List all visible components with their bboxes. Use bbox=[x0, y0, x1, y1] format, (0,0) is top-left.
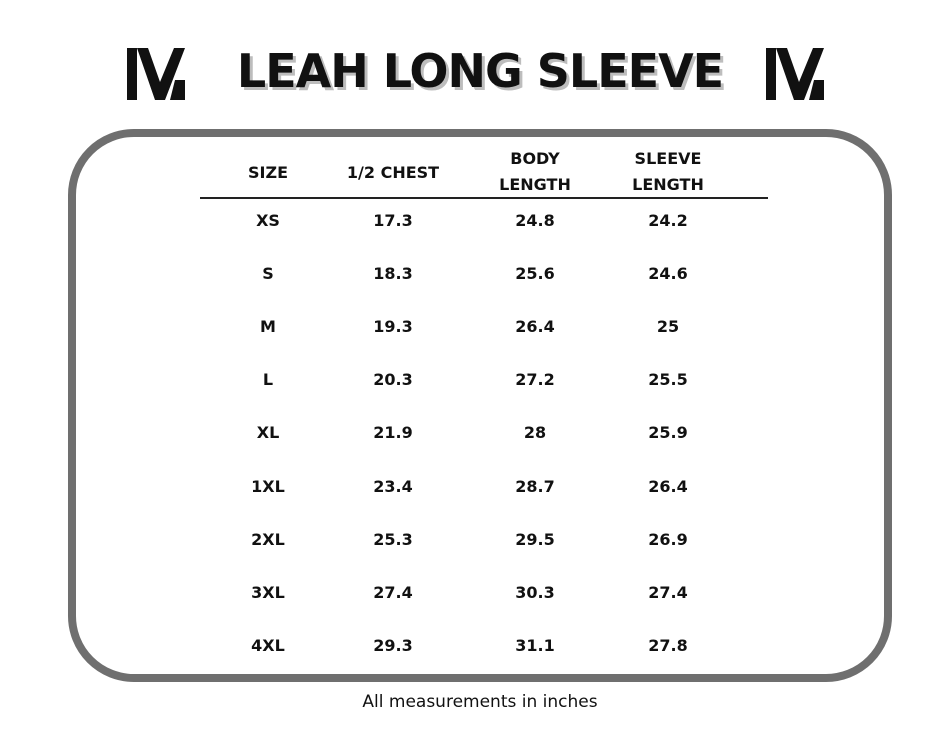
measure-cell: 29.3 bbox=[373, 635, 413, 655]
column-header: SLEEVE LENGTH bbox=[632, 149, 704, 194]
measure-cell: 25.3 bbox=[373, 529, 413, 549]
measure-cell: 17.3 bbox=[373, 211, 413, 230]
measure-cell: 28 bbox=[523, 423, 547, 443]
measure-cell: 21.9 bbox=[373, 423, 413, 443]
size-cell: 2XL bbox=[251, 529, 285, 549]
size-cell: 1XL bbox=[251, 476, 285, 496]
measure-cell: 27.2 bbox=[515, 370, 555, 390]
title: LEAH LONG SLEEVE bbox=[236, 44, 724, 98]
size-cell: L bbox=[262, 370, 274, 390]
size-cell: XL bbox=[256, 423, 280, 443]
size-cell: 3XL bbox=[251, 582, 285, 602]
size-cell: 4XL bbox=[251, 635, 285, 655]
measure-cell: 31.1 bbox=[515, 635, 555, 655]
measure-cell: 25.9 bbox=[648, 423, 688, 443]
measure-cell: 30.3 bbox=[515, 582, 555, 602]
measure-cell: 24.2 bbox=[648, 211, 688, 230]
measure-cell: 26.4 bbox=[648, 476, 688, 496]
measure-cell: 19.3 bbox=[373, 317, 413, 337]
size-cell: S bbox=[262, 264, 274, 284]
logo-left bbox=[127, 48, 185, 100]
size-cell: M bbox=[260, 317, 276, 337]
measure-cell: 29.5 bbox=[515, 529, 555, 549]
measure-cell: 25 bbox=[656, 317, 680, 337]
measure-cell: 26.4 bbox=[515, 317, 555, 337]
column-header: BODY LENGTH bbox=[499, 149, 571, 194]
measure-cell: 28.7 bbox=[515, 476, 555, 496]
measure-cell: 27.8 bbox=[648, 635, 688, 655]
measure-cell: 18.3 bbox=[373, 264, 413, 284]
measure-cell: 25.6 bbox=[515, 264, 555, 284]
table-frame bbox=[68, 129, 892, 682]
measure-cell: 25.5 bbox=[648, 370, 688, 390]
measure-cell: 27.4 bbox=[648, 582, 688, 602]
measure-cell: 27.4 bbox=[373, 582, 413, 602]
measure-cell: 20.3 bbox=[373, 370, 413, 390]
measure-cell: 23.4 bbox=[373, 476, 413, 496]
measure-cell: 26.9 bbox=[648, 529, 688, 549]
column-header: SIZE bbox=[247, 163, 288, 182]
column-header: 1/2 CHEST bbox=[346, 163, 440, 182]
footnote: All measurements in inches bbox=[362, 692, 598, 712]
measure-cell: 24.6 bbox=[648, 264, 688, 284]
size-cell: XS bbox=[256, 211, 280, 230]
logo-right bbox=[766, 48, 824, 100]
measure-cell: 24.8 bbox=[515, 211, 555, 230]
